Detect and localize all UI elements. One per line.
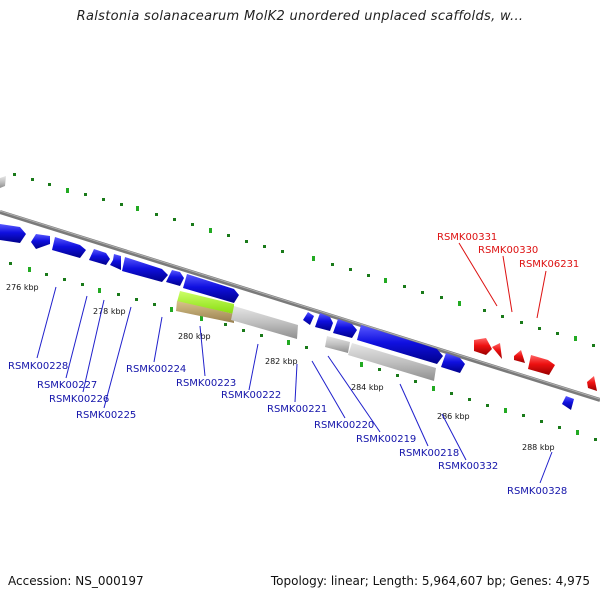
gene-rsmk00218[interactable] [357, 325, 443, 364]
highlighted-gene[interactable] [177, 291, 234, 314]
label-rsmk00218[interactable]: RSMK00218 [399, 448, 459, 459]
gene-rsmk00331[interactable] [474, 338, 492, 355]
label-rsmk00227[interactable]: RSMK00227 [37, 380, 97, 391]
outer-dot-track [13, 173, 595, 347]
rna-genes[interactable] [231, 306, 436, 381]
rna-gene-3[interactable] [348, 343, 436, 381]
gene-rsmk00228[interactable] [0, 224, 26, 243]
rna-gene-1[interactable] [231, 306, 298, 339]
gene-rsmk00328[interactable] [562, 396, 574, 410]
tick-label-282: 282 kbp [265, 357, 298, 366]
tick-label-284: 284 kbp [351, 383, 384, 392]
gene-rsmk00219[interactable] [333, 319, 357, 338]
label-rsmk06231[interactable]: RSMK06231 [519, 259, 579, 270]
gene-edge-red[interactable] [587, 376, 597, 391]
gene-rsmk00224a[interactable] [110, 254, 121, 270]
tick-label-278: 278 kbp [93, 307, 126, 316]
label-rsmk00224[interactable]: RSMK00224 [126, 364, 186, 375]
scale-labels: 276 kbp 278 kbp 280 kbp 282 kbp 284 kbp … [6, 283, 555, 452]
tick-label-286: 286 kbp [437, 412, 470, 421]
gene-rsmk00223a[interactable] [166, 270, 184, 286]
rna-gene-2[interactable] [325, 336, 350, 353]
reverse-leader-lines [458, 242, 547, 319]
label-rsmk00330[interactable]: RSMK00330 [478, 245, 538, 256]
gene-rsmk00225[interactable] [89, 249, 110, 265]
label-rsmk00226[interactable]: RSMK00226 [49, 394, 109, 405]
gene-rsmk00332[interactable] [441, 353, 465, 373]
gene-rsmk06231[interactable] [528, 355, 555, 375]
forward-genes[interactable] [0, 224, 574, 410]
label-rsmk00225[interactable]: RSMK00225 [76, 410, 136, 421]
gene-rsmk00227[interactable] [31, 234, 50, 249]
forward-leader-lines [36, 286, 553, 484]
label-rsmk00228[interactable]: RSMK00228 [8, 361, 68, 372]
label-rsmk00332[interactable]: RSMK00332 [438, 461, 498, 472]
label-rsmk00220[interactable]: RSMK00220 [314, 420, 374, 431]
label-rsmk00223[interactable]: RSMK00223 [176, 378, 236, 389]
label-rsmk00331[interactable]: RSMK00331 [437, 232, 497, 243]
highlighted-gene-lower[interactable] [176, 301, 234, 323]
tick-label-288: 288 kbp [522, 443, 555, 452]
inner-dot-track [9, 262, 597, 441]
reverse-genes[interactable] [474, 338, 597, 391]
tick-label-280: 280 kbp [178, 332, 211, 341]
gene-rsmk00226[interactable] [52, 237, 86, 258]
gene-rsmk00223[interactable] [183, 274, 239, 303]
gene-rsmk00221[interactable] [303, 312, 314, 325]
accession-text: Accession: NS_000197 [8, 574, 144, 588]
gene-rsmk00330[interactable] [492, 343, 502, 359]
map-title: Ralstonia solanacearum MolK2 unordered u… [76, 9, 524, 24]
label-rsmk00219[interactable]: RSMK00219 [356, 434, 416, 445]
topology-text: Topology: linear; Length: 5,964,607 bp; … [270, 574, 590, 588]
label-rsmk00221[interactable]: RSMK00221 [267, 404, 327, 415]
tick-label-276: 276 kbp [6, 283, 39, 292]
reverse-gene-labels[interactable]: RSMK00331 RSMK00330 RSMK06231 [437, 232, 579, 270]
gene-rsmk00220[interactable] [315, 313, 333, 331]
forward-gene-labels[interactable]: RSMK00228 RSMK00227 RSMK00226 RSMK00225 … [8, 361, 567, 497]
label-rsmk00328[interactable]: RSMK00328 [507, 486, 567, 497]
gene-rsmk06231a[interactable] [514, 350, 525, 363]
rna-gene-fragment[interactable] [0, 176, 6, 188]
gene-rsmk00224[interactable] [122, 257, 168, 282]
genome-backbone [0, 210, 600, 402]
label-rsmk00222[interactable]: RSMK00222 [221, 390, 281, 401]
